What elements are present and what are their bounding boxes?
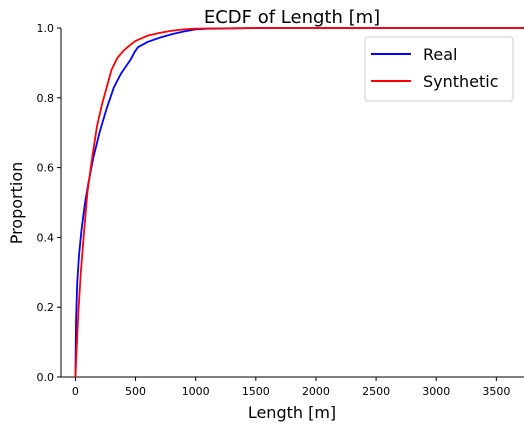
y-tick-label: 1.0 (37, 22, 55, 35)
chart-title: ECDF of Length [m] (204, 7, 380, 28)
x-tick-label: 3500 (482, 385, 510, 398)
x-tick-label: 1000 (182, 385, 210, 398)
y-tick-label: 0.0 (37, 371, 55, 384)
x-axis-ticks: 0 500 1000 1500 2000 2500 3000 3500 (72, 377, 510, 398)
y-axis-title: Proportion (7, 162, 26, 245)
legend: Real Synthetic (364, 36, 514, 102)
x-tick-label: 2000 (302, 385, 330, 398)
y-tick-label: 0.4 (37, 231, 55, 244)
x-tick-label: 0 (72, 385, 79, 398)
y-tick-label: 0.2 (37, 301, 55, 314)
series-line-synthetic (74, 27, 524, 378)
x-tick-label: 3000 (422, 385, 450, 398)
x-tick-label: 2500 (362, 385, 390, 398)
legend-label-real: Real (423, 45, 458, 64)
series-layer (74, 27, 524, 378)
x-axis-title: Length [m] (248, 403, 336, 422)
x-tick-label: 500 (125, 385, 146, 398)
x-tick-label: 1500 (242, 385, 270, 398)
legend-label-synthetic: Synthetic (423, 72, 499, 91)
y-tick-label: 0.6 (37, 162, 55, 175)
y-tick-label: 0.8 (37, 92, 55, 105)
y-axis-ticks: 0.0 0.2 0.4 0.6 0.8 1.0 (37, 22, 61, 384)
